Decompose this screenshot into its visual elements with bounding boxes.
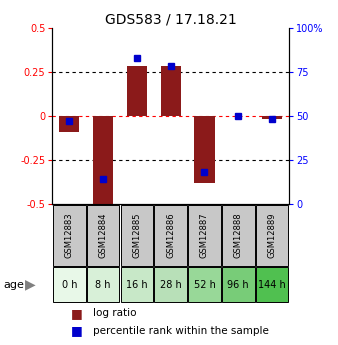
Bar <box>194 116 215 183</box>
FancyBboxPatch shape <box>222 205 255 266</box>
FancyBboxPatch shape <box>256 205 288 266</box>
Bar <box>262 116 282 119</box>
Text: GSM12886: GSM12886 <box>166 213 175 258</box>
Text: 96 h: 96 h <box>227 280 249 290</box>
Bar <box>59 116 79 132</box>
Text: GSM12885: GSM12885 <box>132 213 141 258</box>
FancyBboxPatch shape <box>154 205 187 266</box>
FancyBboxPatch shape <box>188 205 221 266</box>
FancyBboxPatch shape <box>188 267 221 302</box>
Text: 144 h: 144 h <box>258 280 286 290</box>
Text: log ratio: log ratio <box>93 308 136 318</box>
Text: 16 h: 16 h <box>126 280 148 290</box>
Text: ■: ■ <box>71 324 83 337</box>
Text: GSM12887: GSM12887 <box>200 213 209 258</box>
Bar <box>161 67 181 116</box>
Text: age: age <box>3 280 24 290</box>
Bar <box>93 116 113 208</box>
Text: GSM12883: GSM12883 <box>65 213 74 258</box>
FancyBboxPatch shape <box>121 205 153 266</box>
Text: ▶: ▶ <box>25 278 36 292</box>
Text: 0 h: 0 h <box>62 280 77 290</box>
Text: GSM12889: GSM12889 <box>268 213 276 258</box>
Text: GSM12888: GSM12888 <box>234 213 243 258</box>
Text: ■: ■ <box>71 307 83 320</box>
FancyBboxPatch shape <box>87 267 119 302</box>
FancyBboxPatch shape <box>222 267 255 302</box>
FancyBboxPatch shape <box>256 267 288 302</box>
FancyBboxPatch shape <box>53 205 86 266</box>
FancyBboxPatch shape <box>121 267 153 302</box>
Text: 28 h: 28 h <box>160 280 182 290</box>
Title: GDS583 / 17.18.21: GDS583 / 17.18.21 <box>105 12 237 27</box>
Text: percentile rank within the sample: percentile rank within the sample <box>93 326 268 336</box>
Text: 52 h: 52 h <box>194 280 215 290</box>
FancyBboxPatch shape <box>53 267 86 302</box>
FancyBboxPatch shape <box>87 205 119 266</box>
Bar <box>127 67 147 116</box>
FancyBboxPatch shape <box>154 267 187 302</box>
Text: 8 h: 8 h <box>95 280 111 290</box>
Text: GSM12884: GSM12884 <box>99 213 107 258</box>
